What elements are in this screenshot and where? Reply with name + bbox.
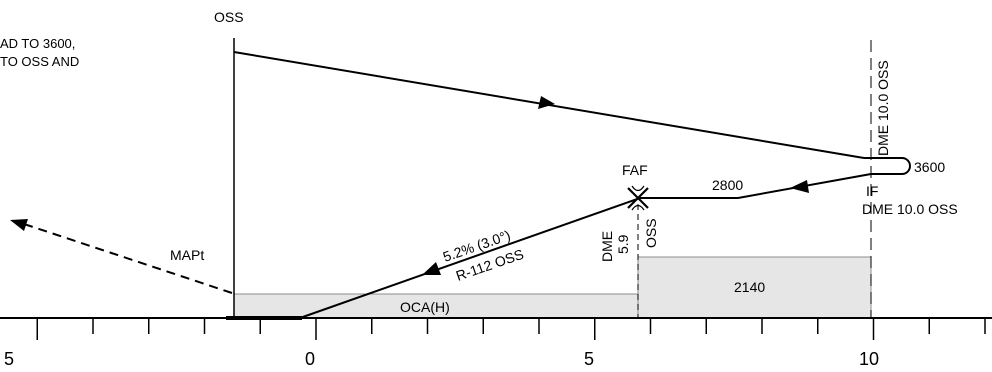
faf-dme-label: DME bbox=[599, 231, 615, 262]
oss-top-label: OSS bbox=[214, 9, 244, 25]
faf-marker bbox=[627, 187, 649, 209]
note-line-1: AD TO 3600, bbox=[0, 36, 75, 51]
oca-label: OCA(H) bbox=[400, 299, 450, 315]
scale-label-5-left: 5 bbox=[4, 349, 14, 369]
dme-10-vertical-label: DME 10.0 OSS bbox=[875, 60, 891, 156]
inbound-arrow-if bbox=[790, 180, 809, 193]
oca-2140-label: 2140 bbox=[734, 279, 765, 295]
if-label: IF bbox=[866, 183, 878, 199]
faf-oss-label: OSS bbox=[643, 218, 659, 248]
altitude-2800-label: 2800 bbox=[712, 177, 743, 193]
final-approach-path bbox=[299, 197, 641, 319]
faf-dme-value: 5.9 bbox=[615, 234, 631, 254]
missed-approach-arrowhead bbox=[10, 219, 28, 231]
mapt-label: MAPt bbox=[170, 247, 204, 263]
faf-marker-arcs bbox=[631, 185, 645, 211]
scale-label-10: 10 bbox=[859, 349, 879, 369]
faf-label: FAF bbox=[622, 162, 648, 178]
procedure-turn bbox=[864, 157, 911, 175]
outbound-arrow bbox=[538, 96, 555, 109]
oca-box bbox=[233, 293, 639, 319]
missed-approach-path bbox=[23, 223, 233, 294]
scale-label-5: 5 bbox=[584, 349, 594, 369]
if-dme-label: DME 10.0 OSS bbox=[862, 201, 958, 217]
oca-2140-box bbox=[637, 256, 872, 319]
distance-scale-ticks bbox=[36, 318, 986, 340]
note-line-2: TO OSS AND bbox=[0, 54, 79, 69]
final-approach-arrow bbox=[422, 262, 441, 275]
scale-label-0: 0 bbox=[305, 349, 315, 369]
altitude-3600-label: 3600 bbox=[914, 159, 945, 175]
